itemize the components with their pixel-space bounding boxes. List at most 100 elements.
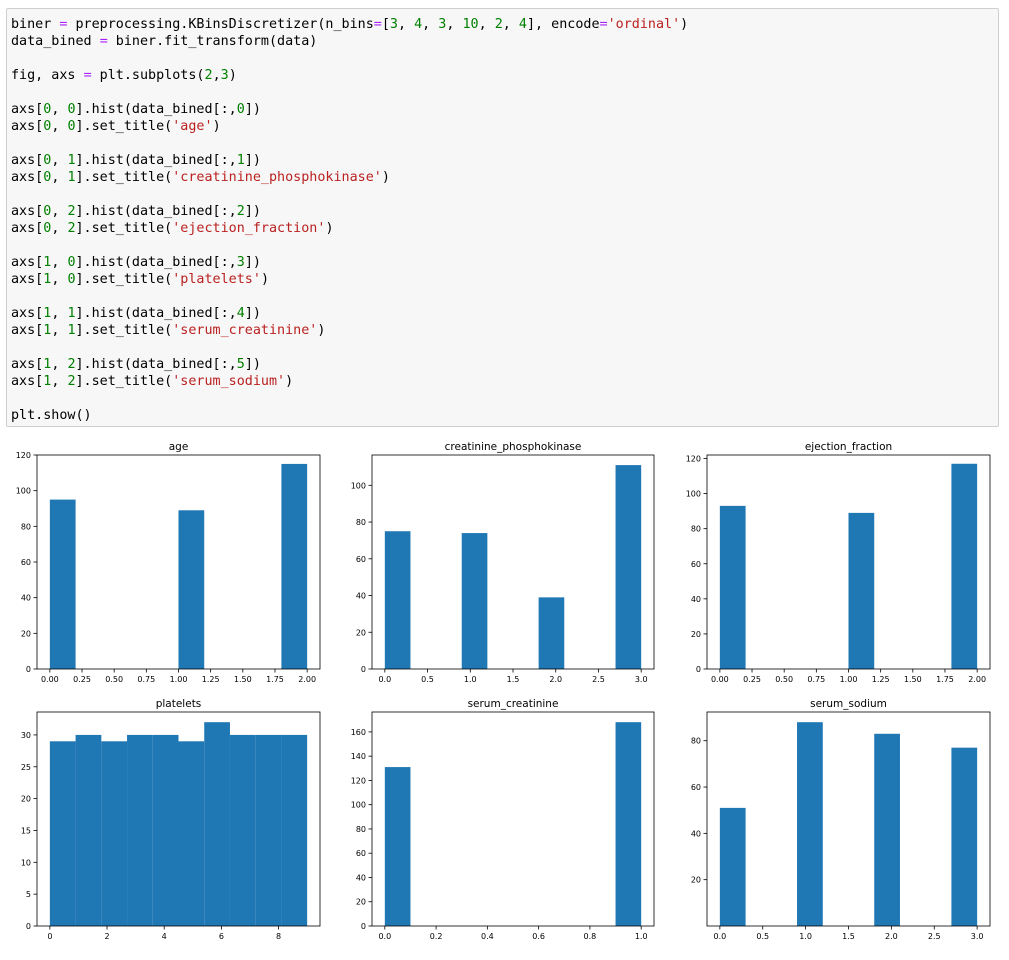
- code-token: ], encode: [526, 17, 600, 32]
- code-token: axs[: [11, 374, 44, 389]
- x-tick-label: 0.0: [713, 932, 726, 941]
- x-tick-label: 2.0: [885, 932, 898, 941]
- code-token: ].set_title(: [75, 272, 173, 287]
- code-token: ].set_title(: [75, 374, 173, 389]
- code-token: 'serum_creatinine': [172, 323, 318, 338]
- x-tick-label: 0.4: [481, 932, 494, 941]
- y-tick-label: 40: [21, 594, 31, 603]
- code-editor[interactable]: biner = preprocessing.KBinsDiscretizer(n…: [7, 9, 998, 424]
- y-tick-label: 140: [351, 752, 366, 761]
- code-line: axs[0, 2].hist(data_bined[:,2]): [11, 203, 998, 220]
- histogram-bar: [384, 531, 411, 669]
- code-token: 0: [43, 153, 52, 168]
- code-token: =: [59, 17, 68, 32]
- y-tick-label: 20: [691, 876, 701, 885]
- histogram-bar: [797, 722, 823, 926]
- code-token: ,: [422, 17, 439, 32]
- code-line: axs[1, 0].hist(data_bined[:,3]): [11, 254, 998, 271]
- axes-frame: [371, 454, 655, 670]
- code-line: axs[1, 2].hist(data_bined[:,5]): [11, 356, 998, 373]
- y-tick-label: 20: [356, 628, 366, 637]
- y-tick-label: 80: [356, 825, 366, 834]
- y-tick-label: 60: [21, 558, 31, 567]
- code-token: 1: [43, 357, 52, 372]
- code-token: ): [317, 323, 326, 338]
- x-tick-label: 0.50: [775, 675, 793, 684]
- code-token: 'creatinine_phosphokinase': [172, 170, 382, 185]
- code-token: 0: [43, 221, 52, 236]
- x-tick-label: 1.00: [840, 675, 858, 684]
- code-token: ]): [244, 255, 261, 270]
- y-tick-label: 60: [356, 555, 366, 564]
- code-token: ]): [244, 306, 261, 321]
- code-token: ].hist(data_bined[:,: [75, 357, 237, 372]
- code-line: [11, 237, 998, 254]
- code-token: 1: [43, 272, 52, 287]
- code-token: 0: [43, 119, 52, 134]
- histogram-bar: [101, 741, 128, 926]
- x-tick-label: 0.5: [421, 675, 434, 684]
- x-tick-label: 0.6: [532, 932, 545, 941]
- code-line: axs[1, 0].set_title('platelets'): [11, 271, 998, 288]
- code-token: axs[: [11, 306, 44, 321]
- code-token: axs[: [11, 357, 44, 372]
- histogram-bar: [229, 734, 256, 926]
- code-token: ): [228, 68, 237, 83]
- histogram-bar: [848, 512, 875, 669]
- code-token: ,: [51, 221, 68, 236]
- code-token: 0: [67, 102, 76, 117]
- x-tick-label: 0.50: [105, 675, 123, 684]
- code-token: 0: [43, 102, 52, 117]
- code-token: 1: [67, 323, 76, 338]
- y-tick-label: 0: [361, 922, 366, 931]
- axes-frame: [36, 711, 321, 927]
- code-token: 10: [462, 17, 479, 32]
- histogram-bar: [951, 747, 978, 926]
- x-tick-label: 0.75: [807, 675, 825, 684]
- code-token: 4: [236, 306, 245, 321]
- code-token: 'serum_sodium': [172, 374, 286, 389]
- code-token: axs[: [11, 153, 44, 168]
- code-token: 1: [236, 153, 245, 168]
- x-tick-label: 0.00: [41, 675, 59, 684]
- histogram-bar: [281, 734, 308, 926]
- code-token: 1: [67, 153, 76, 168]
- y-tick-label: 60: [691, 560, 701, 569]
- code-token: 1: [43, 306, 52, 321]
- code-cell[interactable]: biner = preprocessing.KBinsDiscretizer(n…: [6, 8, 999, 427]
- code-token: 5: [236, 357, 245, 372]
- code-token: axs[: [11, 272, 44, 287]
- y-tick-label: 100: [16, 487, 31, 496]
- code-token: preprocessing.KBinsDiscretizer(n_bins: [67, 17, 374, 32]
- x-tick-label: 0.0: [378, 932, 391, 941]
- code-token: ): [325, 221, 334, 236]
- y-tick-label: 40: [691, 595, 701, 604]
- code-token: ].hist(data_bined[:,: [75, 204, 237, 219]
- y-tick-label: 10: [21, 858, 31, 867]
- y-tick-label: 5: [26, 890, 31, 899]
- y-tick-label: 20: [691, 630, 701, 639]
- y-tick-label: 100: [351, 481, 366, 490]
- x-tick-label: 1.75: [266, 675, 284, 684]
- code-token: 2: [67, 357, 76, 372]
- code-token: 4: [518, 17, 527, 32]
- code-token: ,: [51, 119, 68, 134]
- subplot-title: serum_sodium: [810, 698, 887, 710]
- y-tick-label: 160: [351, 728, 366, 737]
- histogram-bar: [178, 510, 205, 669]
- code-line: plt.show(): [11, 407, 998, 424]
- code-token: 0: [43, 170, 52, 185]
- histogram-bar: [461, 533, 488, 669]
- y-tick-label: 15: [21, 826, 31, 835]
- code-token: 2: [67, 221, 76, 236]
- y-tick-label: 20: [21, 629, 31, 638]
- x-tick-label: 1.5: [507, 675, 520, 684]
- code-line: axs[1, 1].set_title('serum_creatinine'): [11, 322, 998, 339]
- code-token: axs[: [11, 255, 44, 270]
- code-token: 'ordinal': [607, 17, 681, 32]
- x-tick-label: 1.25: [872, 675, 890, 684]
- histogram-bar: [719, 505, 746, 669]
- code-token: 2: [494, 17, 503, 32]
- code-token: ].set_title(: [75, 323, 173, 338]
- code-line: [11, 288, 998, 305]
